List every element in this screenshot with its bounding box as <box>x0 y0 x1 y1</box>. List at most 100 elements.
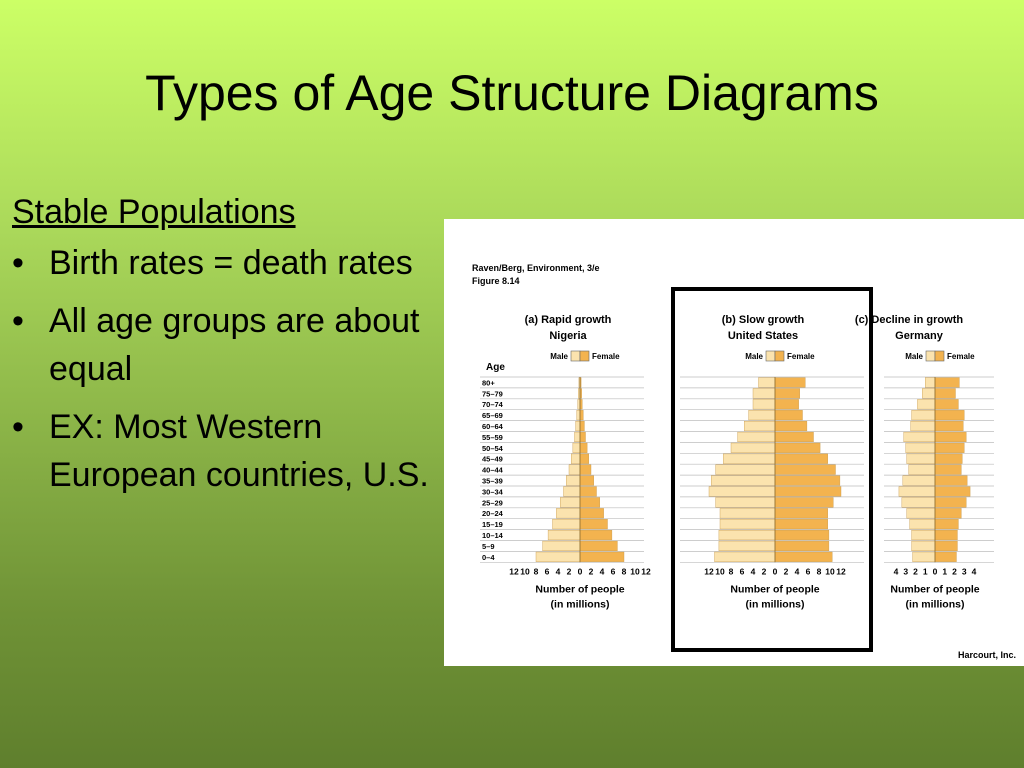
slide-title: Types of Age Structure Diagrams <box>145 65 879 121</box>
age-group-label: 10–14 <box>482 531 504 540</box>
x-tick-label: 6 <box>545 566 550 576</box>
male-bar <box>708 486 776 497</box>
male-bar <box>730 442 776 453</box>
x-tick-label: 10 <box>715 566 725 576</box>
female-bar <box>774 530 830 541</box>
bullet-item: • Birth rates = death rates <box>12 240 432 288</box>
male-bar <box>719 519 776 530</box>
male-bar <box>576 410 581 421</box>
x-tick-label: 2 <box>913 566 918 576</box>
legend-female-label: Female <box>592 352 620 361</box>
male-bar <box>922 388 936 399</box>
x-tick-label: 2 <box>762 566 767 576</box>
female-bar <box>579 464 592 475</box>
age-group-label: 15–19 <box>482 520 503 529</box>
age-group-label: 75–79 <box>482 389 503 398</box>
female-bar <box>934 420 964 432</box>
male-bar <box>715 464 776 475</box>
age-group-label: 5–9 <box>482 542 495 551</box>
male-bar <box>714 551 776 562</box>
age-group-label: 45–49 <box>482 455 503 464</box>
x-tick-label: 12 <box>836 566 846 576</box>
male-bar <box>715 497 776 508</box>
female-bar <box>579 475 594 486</box>
x-tick-label: 0 <box>773 566 778 576</box>
pyramid-panel: (b) Slow growth United States Male Female 12… <box>671 287 873 652</box>
bullet-text: EX: Most Western European countries, U.S… <box>49 408 429 494</box>
x-tick-label: 10 <box>520 566 530 576</box>
male-bar <box>572 442 581 453</box>
male-bar <box>744 420 776 432</box>
female-bar <box>934 442 965 453</box>
figure-panel: Raven/Berg, Environment, 3/e Figure 8.14… <box>444 219 1024 666</box>
x-tick-label: 2 <box>952 566 957 576</box>
male-bar <box>568 464 581 475</box>
age-group-label: 20–24 <box>482 509 504 518</box>
male-bar <box>903 431 936 443</box>
male-bar <box>563 486 581 497</box>
female-bar <box>934 551 957 562</box>
x-tick-label: 12 <box>704 566 714 576</box>
age-group-label: 70–74 <box>482 400 504 409</box>
female-bar <box>934 410 965 421</box>
male-bar <box>752 388 776 399</box>
x-tick-label: 2 <box>589 566 594 576</box>
panel-subtitle: United States <box>728 330 798 342</box>
female-bar <box>579 540 618 552</box>
age-group-label: 30–34 <box>482 487 504 496</box>
male-bar <box>556 508 581 519</box>
section-heading: Stable Populations <box>12 193 296 231</box>
x-tick-label: 2 <box>784 566 789 576</box>
x-axis-label: Number of people <box>890 583 979 595</box>
age-group-label: 50–54 <box>482 444 504 453</box>
highlight-border <box>671 287 873 652</box>
bullet-item: • All age groups are about equal <box>12 298 432 394</box>
legend-female-label: Female <box>947 352 975 361</box>
age-group-label: 65–69 <box>482 411 503 420</box>
female-bar <box>934 530 958 541</box>
female-bar <box>774 431 814 443</box>
age-structure-figure: Raven/Berg, Environment, 3/e Figure 8.14… <box>472 263 1016 660</box>
legend-male-label: Male <box>745 352 763 361</box>
bullet-dot-icon: • <box>12 302 24 341</box>
x-tick-label: 8 <box>622 566 627 576</box>
bullet-item: • EX: Most Western European countries, U… <box>12 404 432 500</box>
x-tick-label: 6 <box>806 566 811 576</box>
x-tick-label: 4 <box>795 566 800 576</box>
x-tick-label: 2 <box>567 566 572 576</box>
female-bar <box>934 431 967 443</box>
male-bar <box>912 551 936 562</box>
female-bar <box>774 486 842 497</box>
bullet-text: Birth rates = death rates <box>49 244 413 283</box>
legend-male-swatch <box>765 350 776 362</box>
panel-subtitle: Nigeria <box>549 330 587 342</box>
x-tick-label: 8 <box>534 566 539 576</box>
female-bar <box>934 486 971 497</box>
x-tick-label: 0 <box>933 566 938 576</box>
female-bar <box>934 508 962 519</box>
male-bar <box>547 530 581 541</box>
male-bar <box>917 399 936 410</box>
x-tick-label: 3 <box>903 566 908 576</box>
female-bar <box>774 420 808 432</box>
male-bar <box>905 442 936 453</box>
male-bar <box>566 475 581 486</box>
panel-title: (b) Slow growth <box>722 314 805 326</box>
male-bar <box>910 420 936 432</box>
male-bar <box>723 453 776 464</box>
male-bar <box>911 410 936 421</box>
legend-female-swatch <box>774 350 785 362</box>
x-axis-label: Number of people <box>535 583 624 595</box>
bullet-dot-icon: • <box>12 408 24 446</box>
age-group-label: 60–64 <box>482 422 504 431</box>
male-bar <box>906 508 936 519</box>
female-bar <box>934 388 956 399</box>
bullet-list: • Birth rates = death rates • All age gr… <box>12 240 432 500</box>
age-axis-label: Age <box>486 362 505 373</box>
male-bar <box>901 497 936 508</box>
x-tick-label: 12 <box>509 566 519 576</box>
female-bar <box>579 420 585 432</box>
female-bar <box>579 519 608 530</box>
female-bar <box>774 399 799 410</box>
